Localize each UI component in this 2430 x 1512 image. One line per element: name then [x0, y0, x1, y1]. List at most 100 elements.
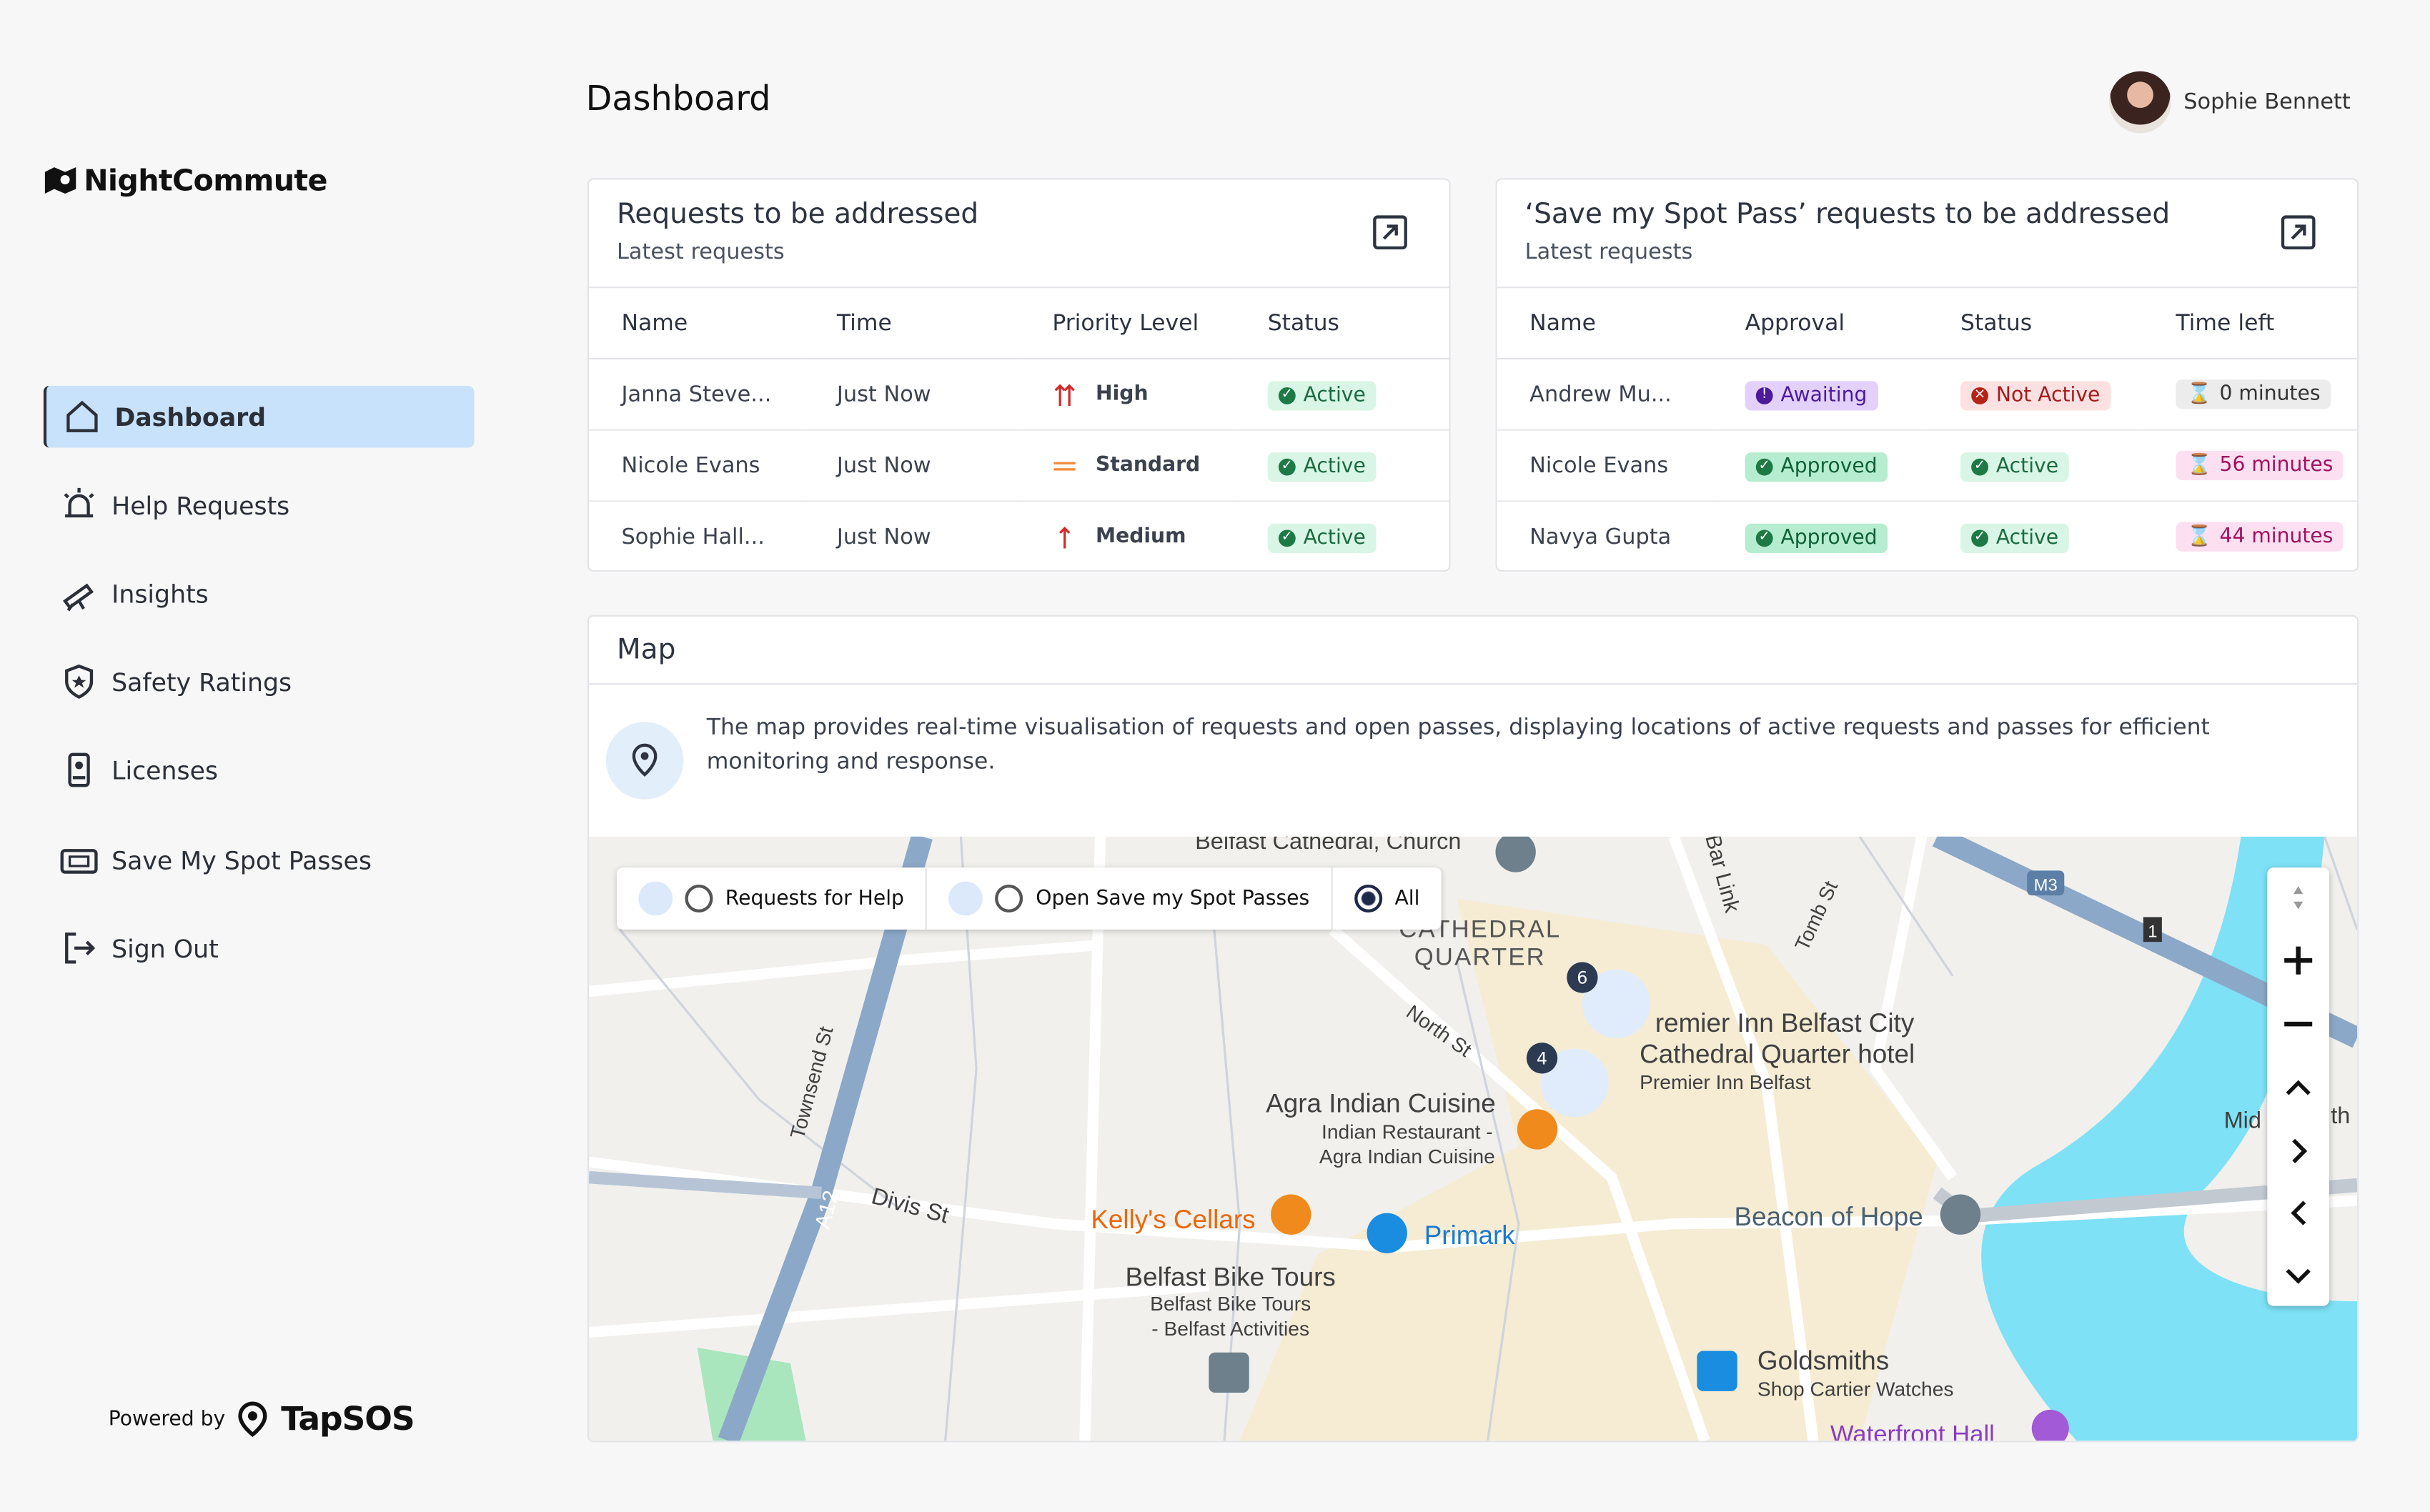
cell: Just Now [836, 524, 931, 549]
map-label: QUARTER [1414, 944, 1546, 971]
map-label: Goldsmiths [1757, 1346, 1889, 1376]
priority: High [1096, 382, 1149, 407]
column-header: Status [1928, 288, 2143, 359]
status-badge: Active [1303, 383, 1366, 407]
expand-button[interactable] [1372, 214, 1409, 251]
time-badge: 56 minutes [2219, 454, 2334, 477]
column-header: Time left [2143, 288, 2358, 359]
nav-item[interactable]: Help Requests [44, 474, 471, 536]
map-label: remier Inn Belfast City [1655, 1008, 1915, 1038]
map-label: M3 [2034, 876, 2058, 895]
map-label: Indian Restaurant - [1321, 1120, 1493, 1143]
cluster-count: 4 [1537, 1048, 1547, 1068]
nav-item[interactable]: Safety Ratings [44, 651, 471, 713]
map[interactable]: 6 4 Belfast Cathedral, Church CATHEDRAL … [588, 836, 2358, 1441]
powered-by: Powered by TapSOS [109, 1401, 415, 1438]
nav-label: Safety Ratings [111, 667, 292, 697]
time-badge: 44 minutes [2219, 524, 2334, 549]
column-header: Name [1497, 288, 1713, 359]
status-badge: Active [1995, 526, 2059, 549]
cell: Nicole Evans [1497, 429, 1713, 502]
map-label: Waterfront Hall [1830, 1421, 1995, 1441]
map-label: th [2331, 1103, 2350, 1128]
filter-option[interactable]: Requests for Help [617, 867, 928, 930]
status-badge: Not Active [1995, 383, 2101, 407]
cell: Navya Gupta [1529, 524, 1672, 549]
filter-option[interactable]: Open Save my Spot Passes [927, 867, 1333, 930]
nav-label: Dashboard [114, 402, 267, 432]
expand-button[interactable] [2280, 214, 2317, 251]
passes-card: ‘Save my Spot Pass’ requests to be addre… [1495, 178, 2359, 572]
filter-option[interactable]: All [1333, 867, 1442, 930]
status-badge: Active [1303, 526, 1366, 549]
cell: Andrew Mu... [1497, 358, 1713, 431]
map-description: The map provides real-time visualisation… [706, 715, 2210, 775]
nav-label: Help Requests [111, 490, 290, 520]
map-label: Belfast Bike Tours [1126, 1262, 1336, 1291]
priority: Medium [1096, 524, 1186, 549]
map-label: Mid [2224, 1107, 2261, 1133]
column-header: Status [1235, 288, 1449, 359]
map-label: Belfast Bike Tours [1150, 1292, 1311, 1315]
column-header: Time [804, 288, 1020, 359]
nav-label: Insights [111, 578, 209, 608]
nav-item[interactable]: Save My Spot Passes [44, 829, 471, 891]
map-label: Premier Inn Belfast [1640, 1070, 1811, 1093]
user-name: Sophie Bennett [2183, 89, 2351, 115]
priority: Standard [1096, 454, 1201, 477]
nav-label: Licenses [111, 755, 218, 785]
cell: Just Now [804, 358, 1020, 431]
avatar [2109, 71, 2171, 134]
status-badge: Active [1303, 454, 1366, 478]
nav-item[interactable]: Insights [44, 562, 471, 625]
map-label: Agra Indian Cuisine [1266, 1089, 1496, 1118]
cell: Nicole Evans [588, 429, 805, 502]
map-card: Map The map provides real-time visualisa… [587, 615, 2359, 1443]
column-header: Priority Level [1019, 288, 1236, 359]
column-header: Approval [1712, 288, 1928, 359]
map-label: Belfast Cathedral, Church [1195, 837, 1461, 854]
requests-card: Requests to be addressed Latest requests … [587, 178, 1451, 572]
card-subtitle: Latest requests [617, 240, 785, 265]
pin-icon [605, 722, 684, 800]
card-title: Requests to be addressed [617, 198, 979, 232]
nav-item[interactable]: Licenses [44, 739, 471, 801]
cell: Just Now [804, 429, 1020, 502]
map-label: Agra Indian Cuisine [1319, 1145, 1495, 1168]
map-controls[interactable] [2267, 867, 2330, 1306]
time-badge: 0 minutes [2219, 382, 2321, 407]
cell: Janna Steve... [588, 358, 805, 431]
column-header: Name [588, 288, 805, 359]
brand: NightCommute [44, 164, 327, 199]
map-label: - Belfast Activities [1151, 1317, 1309, 1340]
status-badge: Active [1995, 454, 2059, 478]
map-label: Shop Cartier Watches [1757, 1377, 1954, 1400]
card-title: ‘Save my Spot Pass’ requests to be addre… [1524, 198, 2171, 232]
nav-item[interactable]: Dashboard [43, 385, 475, 448]
brand-name: NightCommute [84, 164, 327, 199]
approval-badge: Awaiting [1780, 383, 1868, 407]
user-menu[interactable]: Sophie Bennett [2109, 71, 2351, 134]
passes-table: Name Approval Status Time left Andrew Mu...… [1497, 288, 2358, 570]
approval-badge: Approved [1780, 454, 1878, 478]
filter-label: All [1394, 887, 1420, 910]
cluster-count: 6 [1577, 968, 1587, 988]
map-label: 1 [2148, 922, 2157, 942]
map-filters: Requests for Help Open Save my Spot Pass… [617, 867, 1442, 930]
page-title: Dashboard [585, 80, 771, 119]
nav-item[interactable]: Sign Out [44, 917, 471, 979]
powered-brand: TapSOS [281, 1400, 415, 1438]
card-title: Map [588, 617, 2358, 685]
filter-label: Open Save my Spot Passes [1036, 887, 1310, 910]
filter-label: Requests for Help [725, 887, 904, 910]
map-label: Primark [1424, 1220, 1515, 1250]
cell: Sophie Hall... [621, 524, 765, 549]
map-label: Cathedral Quarter hotel [1640, 1039, 1915, 1068]
requests-table: Name Time Priority Level Status Janna Steve… [588, 288, 1449, 570]
nav-label: Sign Out [111, 933, 219, 963]
map-label: Kelly's Cellars [1091, 1205, 1255, 1234]
card-subtitle: Latest requests [1524, 240, 1693, 265]
approval-badge: Approved [1780, 526, 1878, 549]
nav-label: Save My Spot Passes [111, 845, 372, 875]
